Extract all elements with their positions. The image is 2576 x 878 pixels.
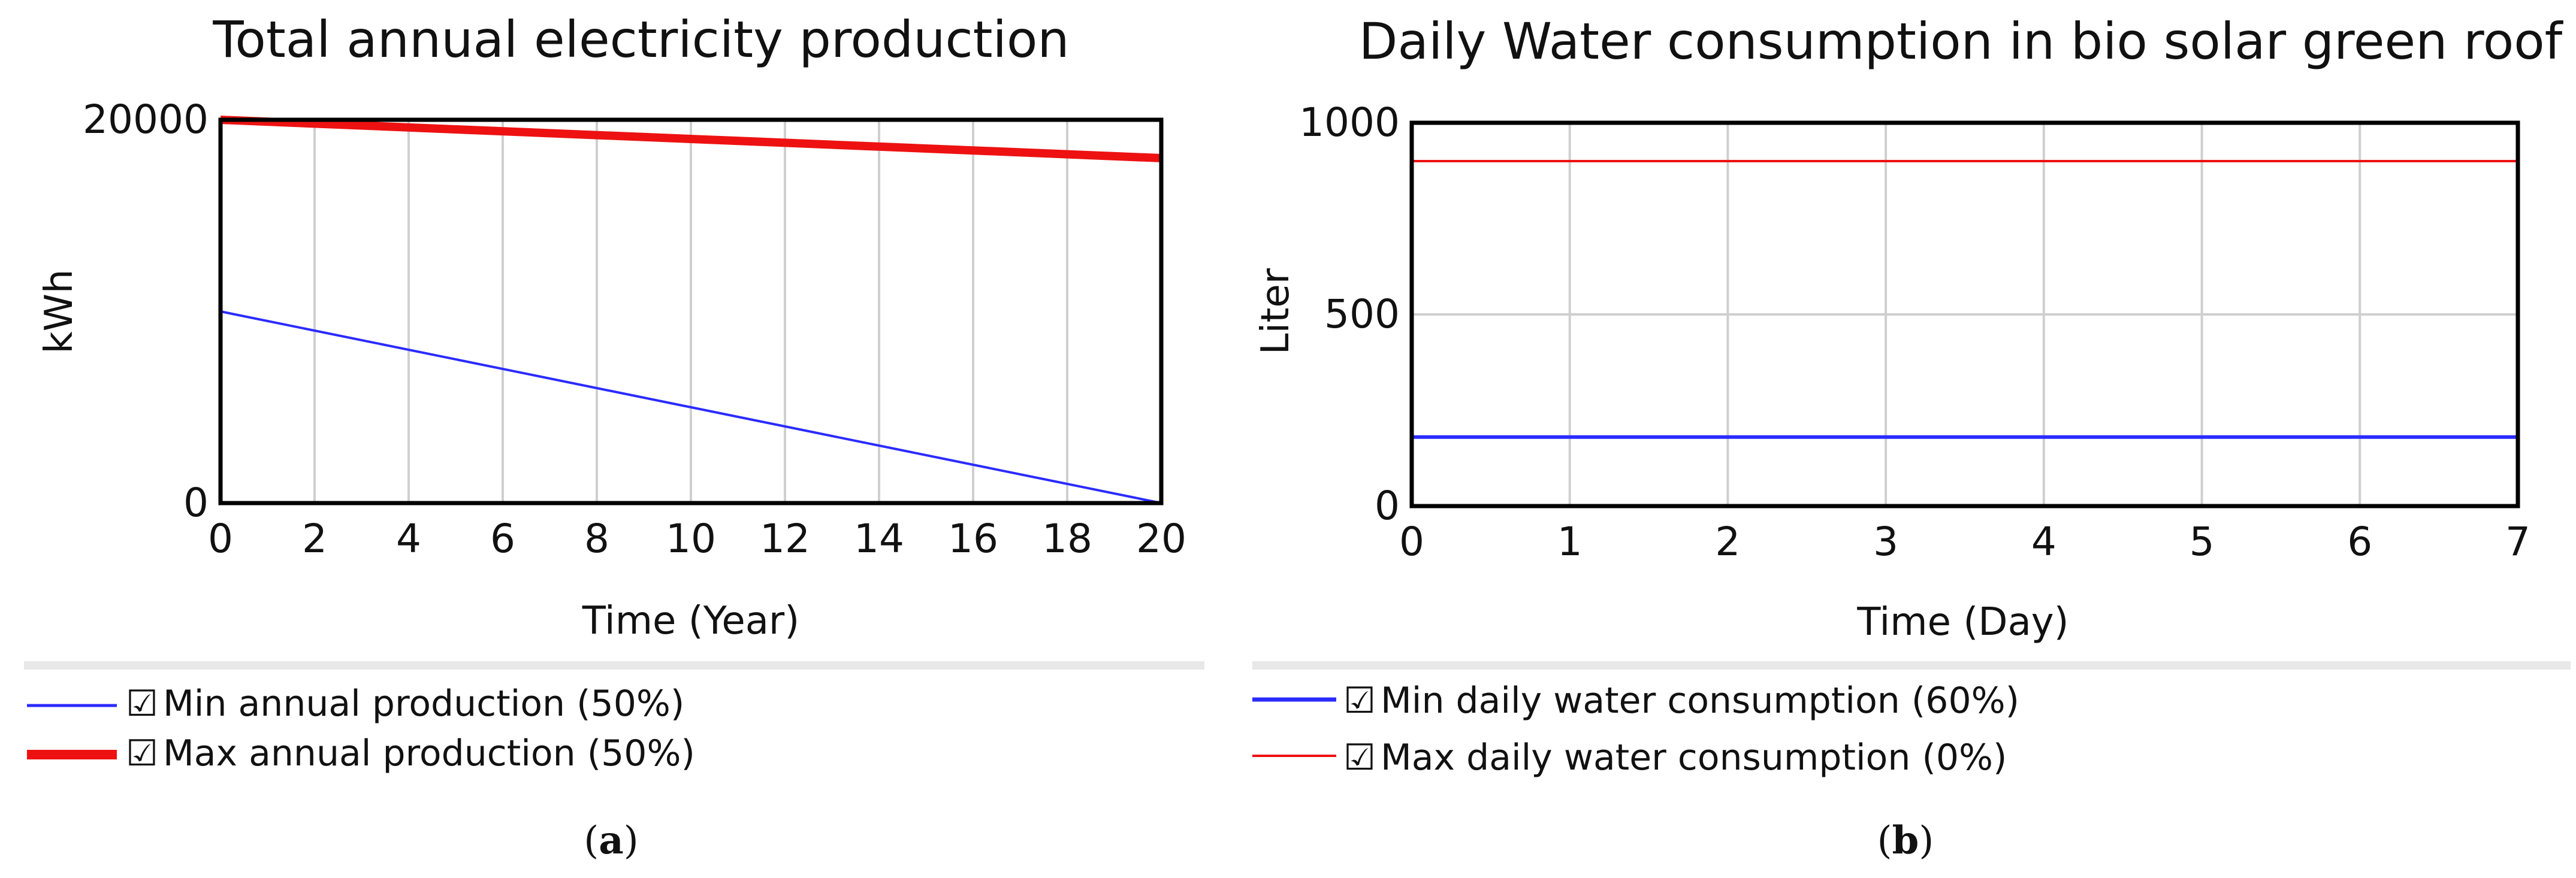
x-tick-label: 20 (1136, 516, 1186, 562)
chart-b-legend-divider (1252, 661, 2571, 670)
y-tick-label: 1000 (1299, 99, 1400, 146)
x-tick-label: 12 (760, 516, 810, 562)
series-line-min (220, 310, 1162, 504)
chart-b-x-ticks: 0 1 2 3 4 5 6 7 (1399, 519, 2530, 565)
chart-b-y-axis-label: Liter (1254, 268, 1298, 355)
x-tick-label: 6 (2347, 519, 2372, 565)
x-tick-label: 0 (208, 516, 233, 562)
legend-item[interactable]: ☑ Max annual production (50%) (27, 732, 695, 774)
chart-a-caption: (a) (584, 818, 638, 863)
chart-a-grid (313, 120, 1068, 503)
chart-a-plot-frame (218, 117, 1164, 505)
chart-b-x-axis-label: Time (Day) (1856, 600, 2068, 644)
x-tick-label: 5 (2190, 519, 2215, 565)
chart-b-series (1412, 160, 2518, 439)
legend-label: Max annual production (50%) (163, 732, 695, 774)
legend-checkbox-icon[interactable]: ☑ (1343, 680, 1376, 722)
x-tick-label: 14 (854, 516, 904, 562)
chart-a: Total annual electricity production 0200… (24, 10, 1204, 863)
x-tick-label: 1 (1557, 519, 1583, 565)
x-tick-label: 16 (948, 516, 998, 562)
legend-item[interactable]: ☑ Min daily water consumption (60%) (1252, 680, 2019, 722)
x-tick-label: 7 (2505, 519, 2530, 565)
legend-label: Max daily water consumption (0%) (1381, 737, 2007, 779)
x-tick-label: 2 (1715, 519, 1740, 565)
x-tick-label: 6 (490, 516, 515, 562)
x-tick-label: 10 (666, 516, 716, 562)
chart-a-x-ticks: 0 2 4 6 8 10 12 14 16 18 20 (208, 516, 1186, 562)
chart-a-y-ticks: 0 20000 (83, 96, 209, 526)
x-tick-label: 4 (396, 516, 421, 562)
y-tick-label: 500 (1324, 291, 1400, 337)
y-tick-label: 0 (183, 480, 209, 526)
chart-b-legend: ☑ Min daily water consumption (60%) ☑ Ma… (1252, 680, 2019, 779)
chart-a-x-axis-label: Time (Year) (582, 599, 799, 643)
chart-a-series (220, 116, 1162, 504)
series-line-max (220, 116, 1162, 162)
x-tick-label: 18 (1042, 516, 1092, 562)
chart-a-title: Total annual electricity production (212, 10, 1069, 69)
chart-a-y-axis-label: kWh (37, 270, 81, 354)
chart-b-caption: (b) (1877, 818, 1934, 863)
chart-a-legend: ☑ Min annual production (50%) ☑ Max annu… (27, 683, 695, 774)
legend-item[interactable]: ☑ Min annual production (50%) (27, 683, 684, 725)
chart-b: Daily Water consumption in bio solar gre… (1252, 12, 2571, 863)
chart-b-title: Daily Water consumption in bio solar gre… (1359, 12, 2564, 71)
x-tick-label: 2 (302, 516, 327, 562)
legend-checkbox-icon[interactable]: ☑ (126, 732, 158, 774)
y-tick-label: 20000 (83, 96, 209, 143)
y-tick-label: 0 (1375, 483, 1400, 529)
x-tick-label: 0 (1399, 519, 1424, 565)
legend-item[interactable]: ☑ Max daily water consumption (0%) (1252, 737, 2007, 779)
chart-a-legend-divider (24, 661, 1204, 670)
x-tick-label: 8 (584, 516, 609, 562)
x-tick-label: 4 (2031, 519, 2056, 565)
legend-checkbox-icon[interactable]: ☑ (1343, 737, 1376, 779)
chart-b-y-ticks: 0 500 1000 (1299, 99, 1400, 529)
legend-label: Min annual production (50%) (163, 683, 684, 725)
x-tick-label: 3 (1873, 519, 1898, 565)
chart-b-plot-frame (1409, 120, 2520, 508)
legend-label: Min daily water consumption (60%) (1381, 680, 2019, 722)
legend-checkbox-icon[interactable]: ☑ (126, 683, 158, 725)
chart-b-grid (1412, 123, 2518, 506)
